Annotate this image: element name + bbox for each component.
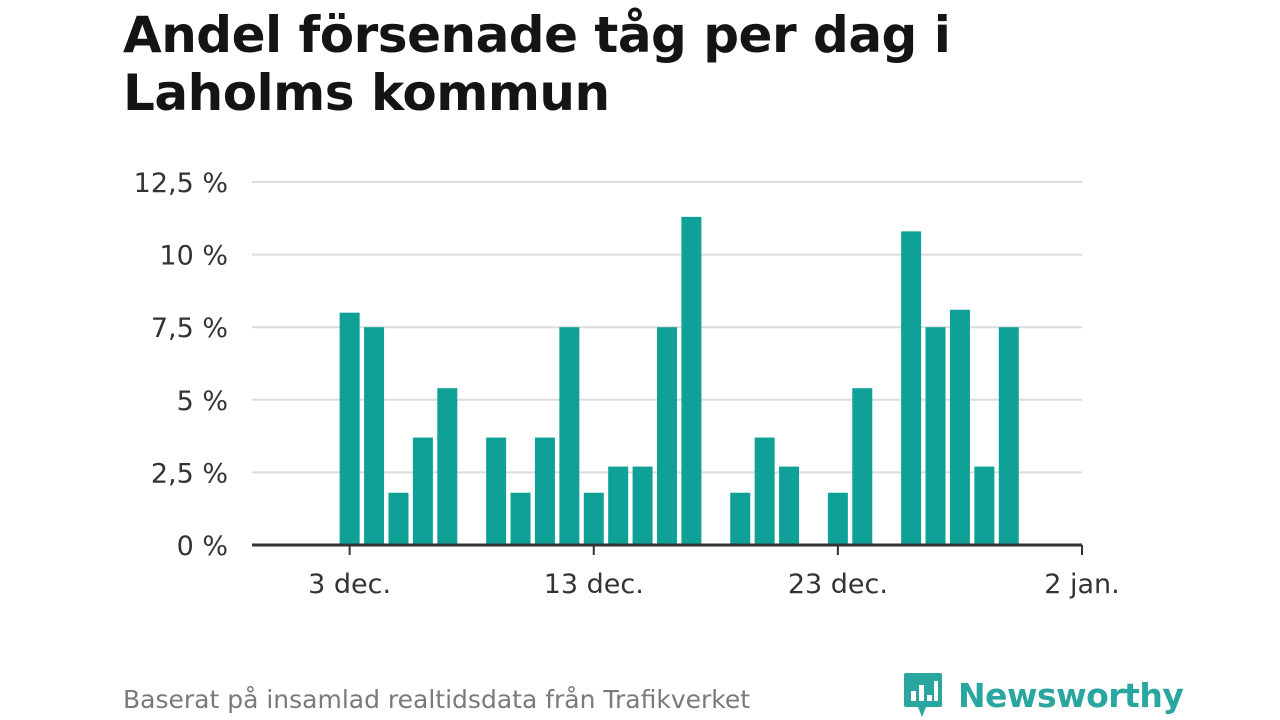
bar <box>339 312 360 545</box>
bar <box>754 437 775 545</box>
x-tick-label: 3 dec. <box>308 569 391 600</box>
bar <box>559 327 580 545</box>
bar <box>510 492 531 545</box>
source-note: Baserat på insamlad realtidsdata från Tr… <box>123 685 751 714</box>
bar <box>486 437 507 545</box>
bars <box>339 216 1019 546</box>
bar <box>534 437 555 545</box>
bar <box>779 466 800 545</box>
chart-title: Andel försenade tåg per dag i Laholms ko… <box>123 6 951 122</box>
y-axis-ticks: 0 % 2,5 % 5 % 7,5 % 10 % 12,5 % <box>134 168 228 562</box>
brand-name: Newsworthy <box>958 675 1184 715</box>
bar-chart-speech-bubble-icon <box>904 673 942 717</box>
bar <box>925 327 946 545</box>
bar <box>657 327 677 545</box>
bar <box>681 216 702 545</box>
y-tick-label: 5 % <box>177 386 228 417</box>
bar <box>974 466 995 545</box>
bar <box>437 388 458 545</box>
bar <box>364 327 385 545</box>
y-tick-label: 12,5 % <box>134 168 228 199</box>
bar <box>827 492 848 545</box>
bar <box>852 388 873 545</box>
y-tick-label: 10 % <box>159 241 228 272</box>
bar <box>608 466 629 545</box>
y-tick-label: 2,5 % <box>151 458 228 489</box>
bar <box>949 309 970 545</box>
bar <box>998 327 1019 545</box>
bar <box>901 231 922 546</box>
x-tick-label: 2 jan. <box>1044 569 1120 600</box>
x-tick-label: 23 dec. <box>788 569 888 600</box>
x-axis-ticks: 3 dec. 13 dec. 23 dec. 2 jan. <box>308 545 1120 600</box>
bar <box>632 466 653 545</box>
bar <box>730 492 751 545</box>
x-tick-label: 13 dec. <box>544 569 644 600</box>
y-tick-label: 7,5 % <box>151 313 228 344</box>
bar <box>388 492 409 545</box>
y-tick-label: 0 % <box>177 531 228 562</box>
brand-logo[interactable]: Newsworthy <box>902 670 1184 720</box>
bar <box>583 492 604 545</box>
bar <box>412 437 433 545</box>
